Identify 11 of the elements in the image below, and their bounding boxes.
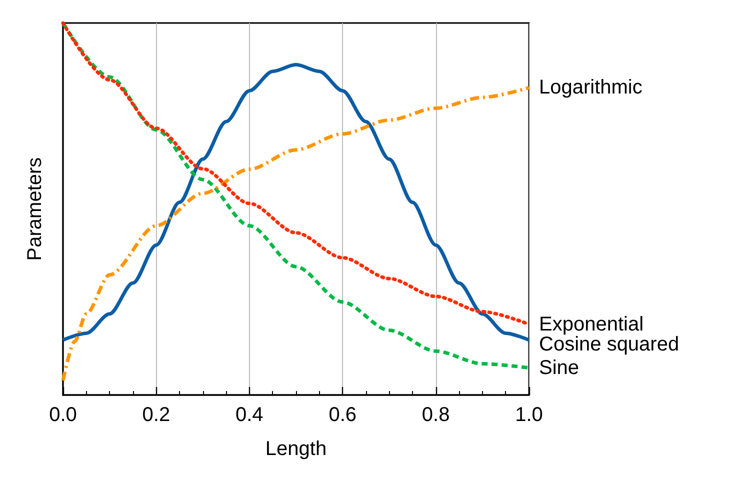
x-tick-label: 1.0 (515, 404, 543, 426)
y-axis-title: Parameters (24, 157, 46, 261)
series-label: Sine (539, 356, 580, 379)
series-label: Logarithmic (539, 76, 642, 99)
x-axis-title: Length (265, 438, 327, 460)
x-tick-label: 0.4 (235, 404, 264, 426)
x-tick-label: 0.8 (422, 404, 450, 426)
x-tick-label: 0.6 (328, 404, 357, 426)
series-label: Exponential (539, 313, 644, 336)
x-tick-label: 0.0 (49, 404, 77, 426)
x-tick-label: 0.2 (142, 404, 170, 426)
